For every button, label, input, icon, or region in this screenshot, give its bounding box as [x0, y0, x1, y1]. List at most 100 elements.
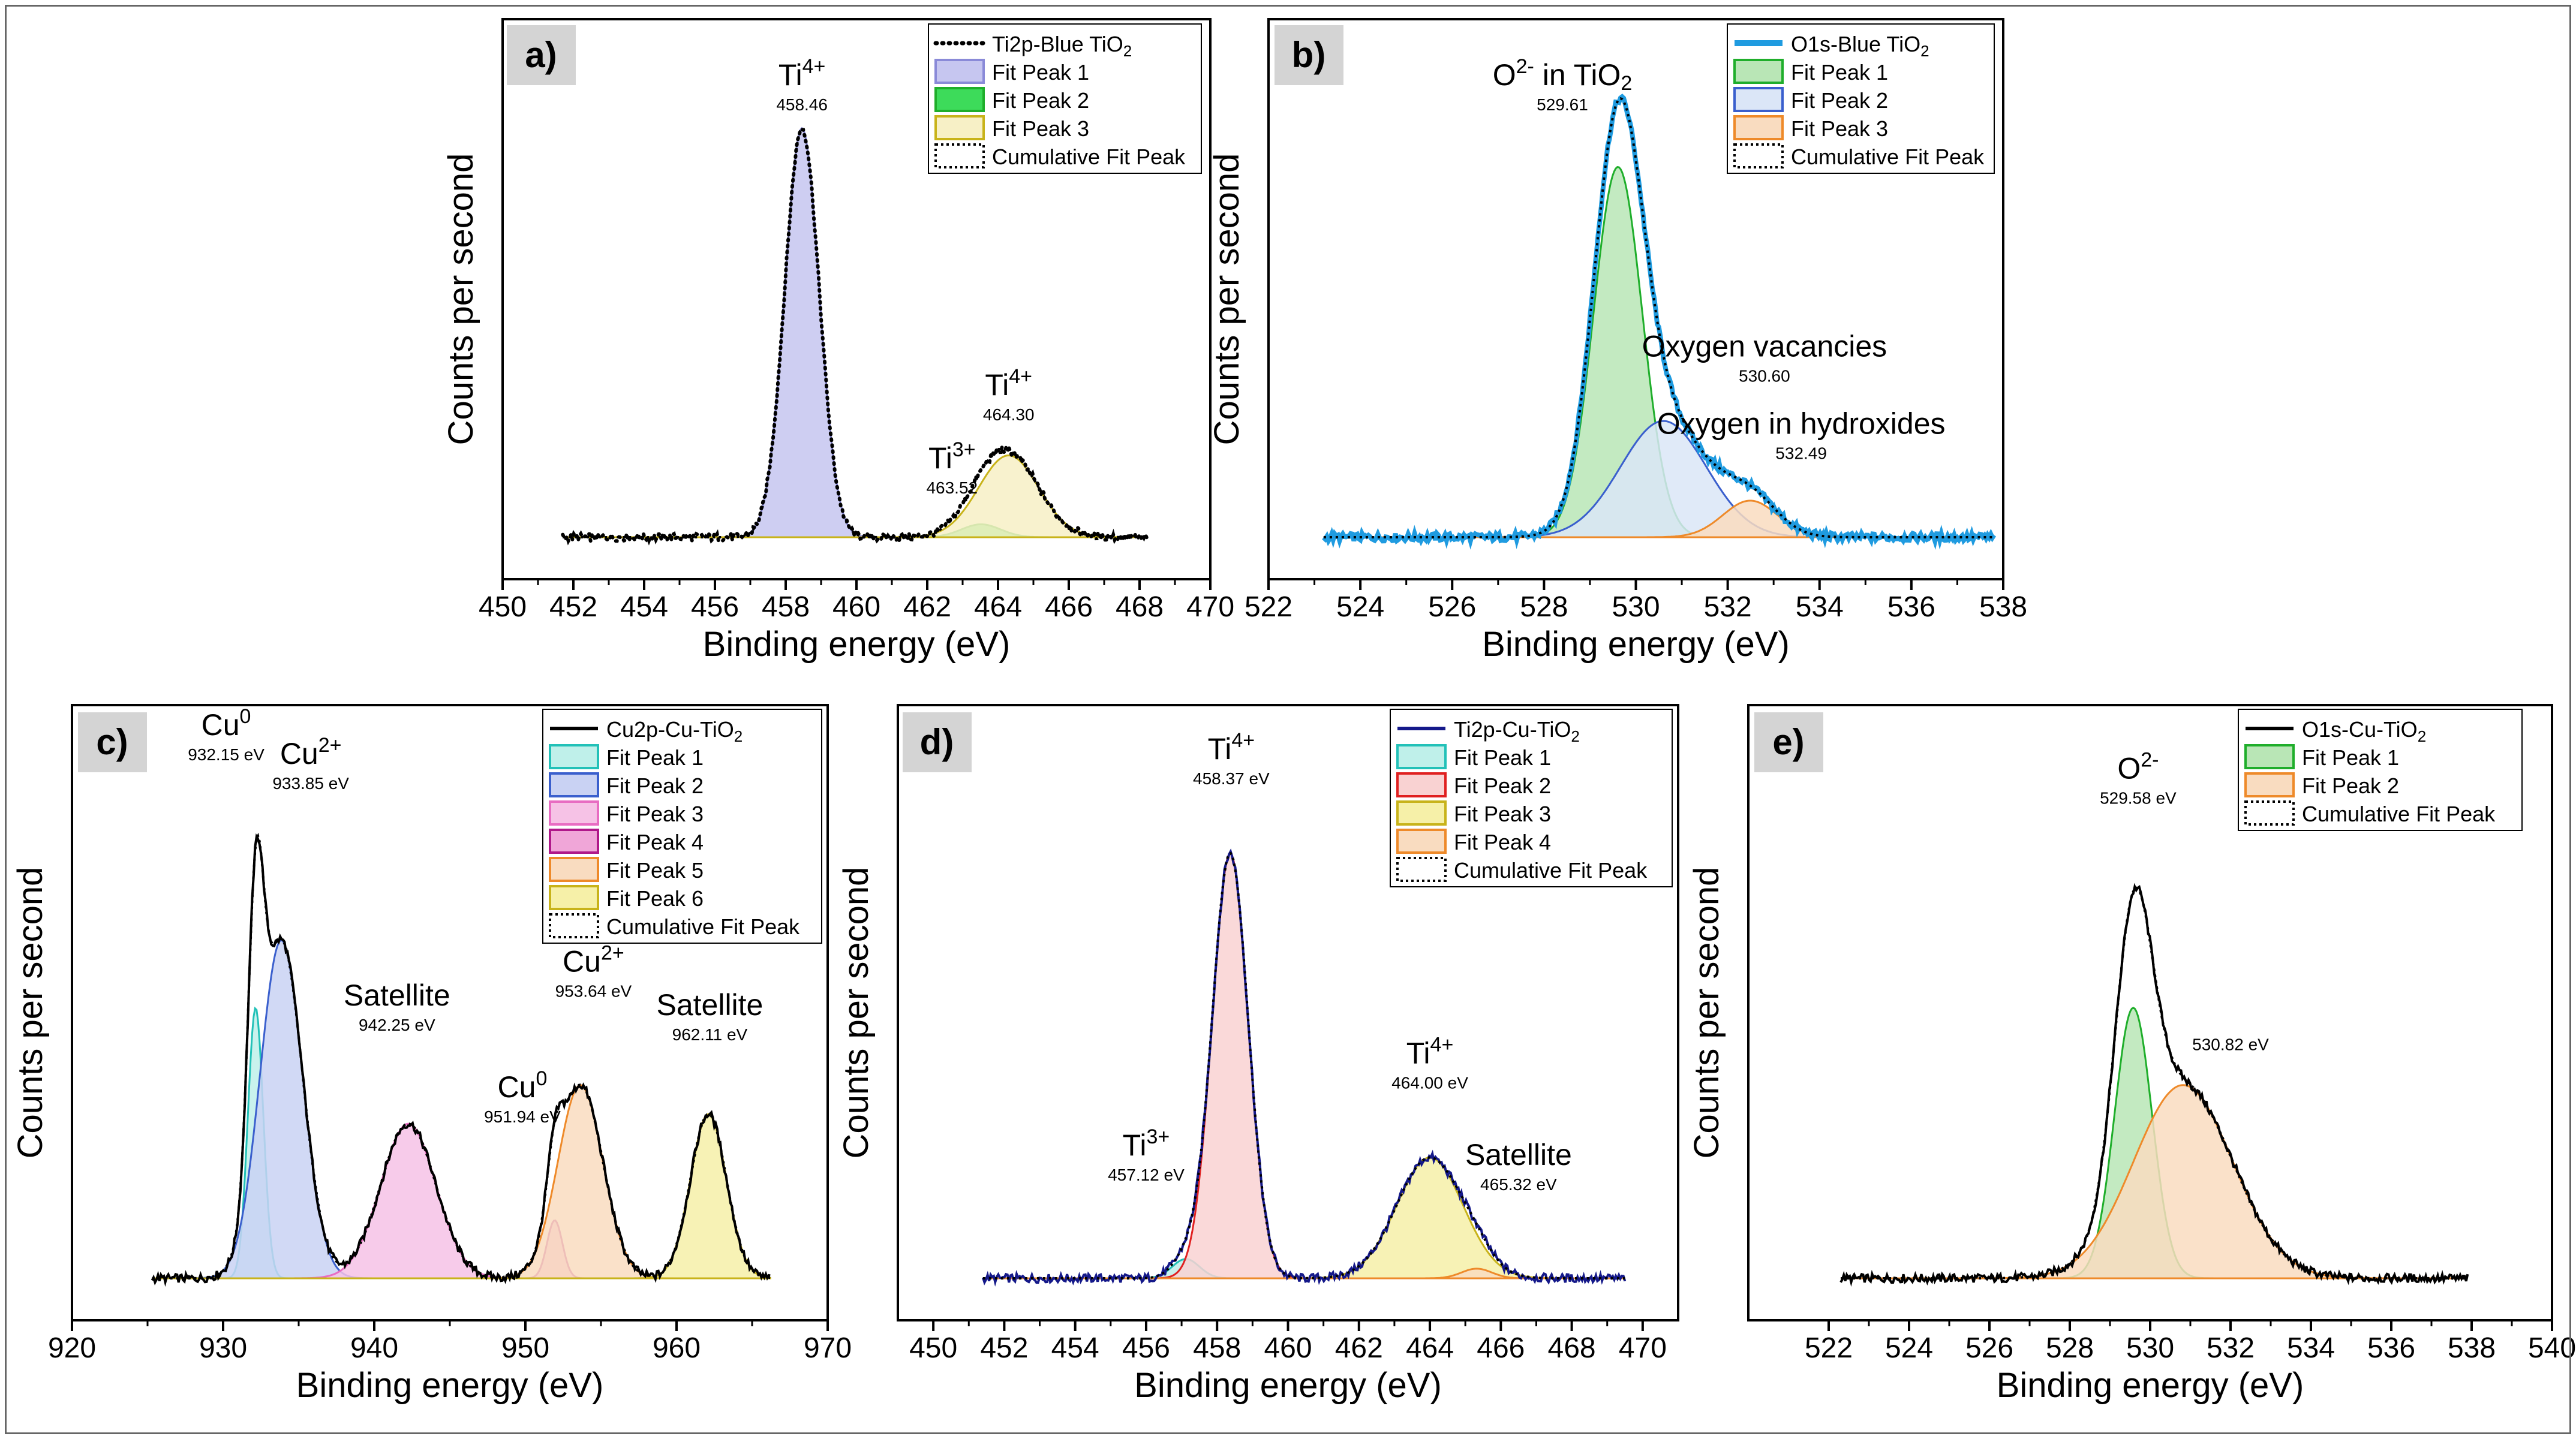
- legend-label: Fit Peak 2: [2302, 773, 2399, 798]
- x-axis-label: Binding energy (eV): [296, 1366, 604, 1405]
- x-tick-label: 454: [1051, 1332, 1099, 1364]
- panel-label: c): [96, 722, 128, 762]
- x-tick-label: 940: [350, 1332, 398, 1364]
- x-tick-label: 930: [199, 1332, 247, 1364]
- legend-label: O1s-Blue TiO2: [1791, 32, 1929, 60]
- y-axis-label: Counts per second: [837, 867, 876, 1159]
- panel-label: a): [525, 35, 557, 75]
- peak-annotation: Cu2+933.85 eV: [272, 734, 349, 793]
- legend-label: Fit Peak 4: [606, 830, 704, 854]
- x-tick-label: 470: [1619, 1332, 1667, 1364]
- x-tick-label: 460: [832, 591, 880, 623]
- annotation-value: 530.60: [1739, 366, 1790, 385]
- x-tick-label: 526: [1428, 591, 1476, 623]
- x-axis-label: Binding energy (eV): [703, 625, 1011, 664]
- panel-c: 920 930 940 950 960 970 Binding energy (eV) Cou…: [11, 704, 852, 1405]
- x-tick-label: 540: [2528, 1332, 2576, 1364]
- annotation-value: 529.61: [1537, 95, 1588, 114]
- x-tick-label: 468: [1548, 1332, 1596, 1364]
- x-tick-label: 470: [1186, 591, 1234, 623]
- x-tick-label: 950: [501, 1332, 549, 1364]
- x-tick-label: 450: [479, 591, 527, 623]
- legend-label: Fit Peak 2: [1791, 88, 1888, 113]
- x-tick-label: 960: [653, 1332, 701, 1364]
- cumulative-fit-line: [1841, 886, 2468, 1280]
- data-series-line: [1839, 883, 2469, 1287]
- annotation-value: 942.25 eV: [359, 1016, 435, 1034]
- x-tick-label: 462: [903, 591, 951, 623]
- x-tick-label: 460: [1264, 1332, 1312, 1364]
- annotation-label: Ti4+: [1406, 1034, 1454, 1070]
- panel-label-box: [1754, 712, 1823, 772]
- cumulative-fit-line: [152, 832, 771, 1280]
- legend-swatch: [934, 143, 985, 168]
- legend-label: Ti2p-Blue TiO2: [992, 32, 1132, 60]
- legend-label: Cumulative Fit Peak: [606, 914, 800, 939]
- x-tick-label: 466: [1477, 1332, 1525, 1364]
- figure-frame: [5, 5, 2571, 1434]
- peak-annotation: Ti4+ 464.00 eV: [1391, 1034, 1468, 1092]
- x-tick-label: 524: [1336, 591, 1384, 623]
- x-tick-label: 450: [909, 1332, 957, 1364]
- legend-label: Fit Peak 1: [1791, 60, 1888, 85]
- x-tick-label: 462: [1335, 1332, 1383, 1364]
- annotation-label: Satellite: [656, 988, 763, 1022]
- annotation-value: 464.30: [983, 405, 1035, 424]
- x-tick-label: 464: [1406, 1332, 1454, 1364]
- legend-label: Fit Peak 2: [606, 773, 704, 798]
- annotation-label: Oxygen vacancies: [1642, 329, 1887, 363]
- annotation-value: 529.58 eV: [2100, 788, 2177, 807]
- legend-swatch: [1396, 857, 1447, 882]
- annotation-label: Ti4+: [1208, 729, 1255, 766]
- legend-swatch: [1733, 143, 1784, 168]
- legend-label: Fit Peak 3: [1791, 116, 1888, 141]
- panel-label: b): [1292, 35, 1326, 75]
- annotation-value: 951.94 eV: [484, 1107, 561, 1126]
- x-axis-label: Binding energy (eV): [1134, 1366, 1442, 1405]
- annotation-value: 933.85 eV: [272, 774, 349, 793]
- legend-label: Fit Peak 6: [606, 886, 704, 911]
- x-tick-label: 456: [1122, 1332, 1170, 1364]
- peak-annotation: Ti3+ 457.12 eV: [1108, 1125, 1185, 1184]
- x-tick-label: 458: [762, 591, 810, 623]
- panel-label: d): [920, 722, 954, 762]
- peak-annotation: Ti4+458.46: [776, 55, 828, 114]
- legend-label: Cumulative Fit Peak: [2302, 802, 2496, 826]
- x-tick-label: 522: [1245, 591, 1292, 623]
- legend-label: Fit Peak 3: [992, 116, 1089, 141]
- x-tick-label: 536: [2367, 1332, 2415, 1364]
- x-tick-label: 524: [1885, 1332, 1933, 1364]
- legend-swatch: [549, 829, 599, 854]
- peak-annotation: Satellite 942.25 eV: [344, 979, 450, 1034]
- x-axis-label: Binding energy (eV): [1997, 1366, 2304, 1405]
- legend-swatch: [934, 115, 985, 140]
- annotation-label: O2- in TiO2: [1493, 55, 1633, 95]
- x-tick-label: 522: [1805, 1332, 1853, 1364]
- data-series-line: [561, 127, 1149, 547]
- x-tick-label: 452: [549, 591, 597, 623]
- x-tick-label: 536: [1887, 591, 1935, 623]
- x-tick-label: 528: [1520, 591, 1568, 623]
- panel-label-box: [78, 712, 147, 772]
- y-axis-label: Counts per second: [1207, 153, 1246, 445]
- panel-a: 450 452 454 456 458 460 462 464 466 468 470 Binding…: [441, 18, 1234, 664]
- legend-label: O1s-Cu-TiO2: [2302, 717, 2426, 745]
- legend-swatch: [1396, 744, 1447, 769]
- annotation-value: 463.52: [926, 478, 978, 497]
- annotation-value: 458.46: [776, 95, 828, 114]
- legend-swatch: [549, 744, 599, 769]
- peak-annotation: Satellite 465.32 eV: [1465, 1138, 1572, 1194]
- legend-label: Fit Peak 1: [992, 60, 1089, 85]
- x-tick-label: 454: [620, 591, 668, 623]
- legend-swatch: [1396, 800, 1447, 826]
- legend-label: Fit Peak 3: [1454, 802, 1551, 826]
- legend-swatch: [1396, 772, 1447, 797]
- x-tick-label: 466: [1045, 591, 1093, 623]
- legend-swatch: [549, 800, 599, 826]
- x-tick-label: 538: [1979, 591, 2027, 623]
- legend-label: Fit Peak 4: [1454, 830, 1551, 854]
- legend-label: Cumulative Fit Peak: [992, 144, 1186, 169]
